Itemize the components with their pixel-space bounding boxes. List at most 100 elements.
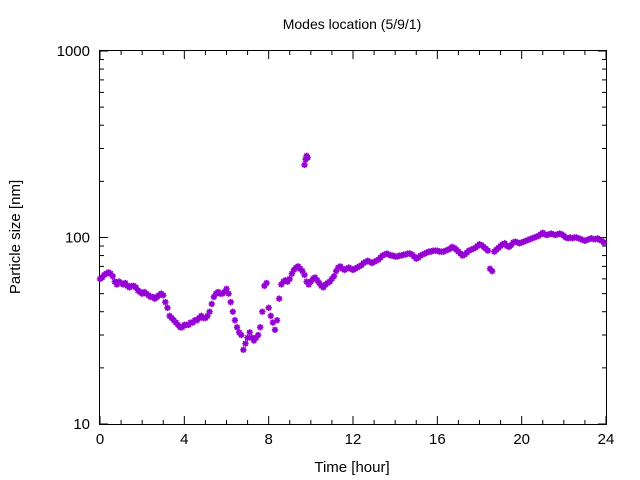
x-tick-label: 8 <box>264 431 272 448</box>
data-point <box>250 337 258 344</box>
data-point <box>588 235 595 242</box>
plot-area <box>99 50 607 425</box>
data-point <box>313 277 321 284</box>
data-point <box>531 234 538 241</box>
data-point <box>231 317 239 324</box>
data-point <box>583 236 591 244</box>
data-point <box>113 281 121 288</box>
data-point <box>427 248 435 255</box>
data-point <box>271 326 279 333</box>
data-point <box>276 295 283 302</box>
x-tick-label: 4 <box>180 431 188 448</box>
x-axis-label: Time [hour] <box>314 459 389 476</box>
data-point <box>577 235 584 243</box>
data-point <box>573 234 580 241</box>
data-point <box>330 273 338 280</box>
data-point <box>98 274 106 281</box>
data-point <box>107 270 114 277</box>
data-point <box>320 284 327 291</box>
x-tick-label: 0 <box>96 431 104 448</box>
data-point <box>109 273 116 280</box>
plot-border <box>99 50 607 425</box>
data-point <box>476 241 483 248</box>
data-point <box>596 236 603 244</box>
data-point <box>562 234 570 241</box>
data-point <box>316 279 323 287</box>
data-point <box>221 288 228 296</box>
data-point <box>444 246 452 253</box>
data-point <box>575 235 582 242</box>
data-point <box>286 275 293 283</box>
data-point <box>465 247 473 254</box>
data-point <box>265 304 272 311</box>
data-point <box>566 234 574 241</box>
data-point <box>600 239 608 246</box>
data-point <box>210 293 218 301</box>
data-point <box>514 239 521 246</box>
data-point <box>524 236 532 244</box>
data-point <box>488 267 496 275</box>
data-point <box>328 275 336 283</box>
data-point <box>332 267 340 275</box>
data-point <box>516 240 523 247</box>
data-point <box>164 304 171 311</box>
data-point <box>529 235 536 242</box>
data-point <box>484 247 492 254</box>
data-point <box>111 278 118 285</box>
data-point <box>579 236 587 244</box>
data-point <box>423 249 430 256</box>
data-point <box>122 279 129 287</box>
x-tick-label: 12 <box>345 431 362 448</box>
data-point <box>299 267 306 275</box>
data-point <box>307 278 315 285</box>
data-point <box>263 279 270 287</box>
data-point <box>512 238 519 245</box>
data-point <box>254 331 262 339</box>
data-point <box>278 281 285 288</box>
data-point <box>592 235 599 243</box>
data-point <box>311 274 319 281</box>
data-point <box>162 298 169 306</box>
y-axis: 10 100 1000 <box>57 43 606 433</box>
y-tick-label: 100 <box>65 230 90 247</box>
data-point <box>305 281 312 288</box>
data-point <box>235 329 243 336</box>
data-point <box>248 334 255 341</box>
y-tick-label: 1000 <box>57 43 90 60</box>
data-point <box>208 300 215 308</box>
data-point <box>238 331 245 339</box>
data-point <box>304 154 311 161</box>
y-tick-label: 10 <box>73 416 90 433</box>
data-point <box>223 285 230 293</box>
data-point <box>520 238 527 245</box>
data-point <box>301 271 308 279</box>
x-tick-label: 20 <box>513 431 530 448</box>
data-point <box>259 308 266 315</box>
data-point <box>501 240 508 247</box>
data-point <box>469 245 477 252</box>
data-point <box>569 235 576 242</box>
x-tick-label: 16 <box>429 431 446 448</box>
data-point <box>229 308 237 315</box>
data-point <box>206 308 213 315</box>
data-point <box>526 235 534 243</box>
data-point <box>132 284 140 291</box>
data-point <box>204 312 211 320</box>
data-points <box>96 152 608 353</box>
data-point <box>518 239 525 246</box>
data-point <box>434 247 441 254</box>
data-point <box>585 235 593 243</box>
data-point <box>273 317 281 324</box>
data-point <box>503 242 511 250</box>
data-point <box>288 270 296 277</box>
data-point <box>326 278 334 285</box>
data-point <box>301 161 308 169</box>
data-point <box>225 290 232 297</box>
data-point <box>246 329 253 336</box>
data-point <box>267 312 274 320</box>
data-point <box>244 334 251 341</box>
data-point <box>252 334 260 341</box>
data-point <box>448 243 456 251</box>
data-point <box>303 278 310 285</box>
